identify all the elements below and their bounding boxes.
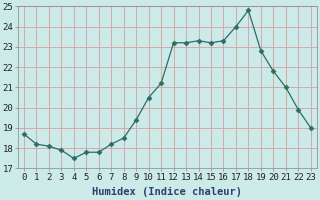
X-axis label: Humidex (Indice chaleur): Humidex (Indice chaleur) bbox=[92, 187, 242, 197]
